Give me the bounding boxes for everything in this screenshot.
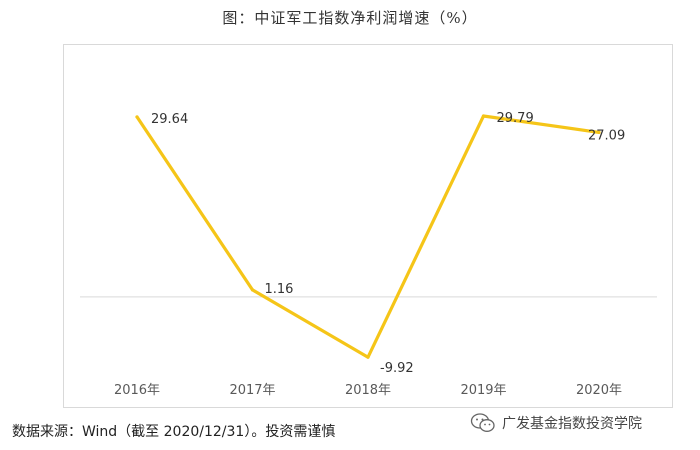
- chart-title: 图：中证军工指数净利润增速（%）: [222, 9, 478, 27]
- data-point: [135, 115, 139, 119]
- data-point: [366, 355, 370, 359]
- watermark: 广发基金指数投资学院: [470, 411, 642, 435]
- x-tick-label: 2017年: [229, 383, 275, 398]
- data-label: 29.64: [151, 112, 188, 127]
- data-label: 27.09: [588, 128, 625, 143]
- x-tick-label: 2018年: [345, 383, 391, 398]
- data-point: [250, 288, 255, 292]
- data-label: 29.79: [497, 111, 534, 126]
- data-label: -9.92: [380, 361, 414, 376]
- watermark-text: 广发基金指数投资学院: [502, 416, 642, 432]
- x-tick-label: 2016年: [114, 383, 160, 398]
- data-point: [597, 130, 601, 134]
- wechat-icon: [470, 413, 495, 432]
- chart-frame: [63, 44, 673, 408]
- data-point: [481, 114, 486, 118]
- source-note: 数据来源：Wind（截至 2020/12/31）。投资需谨慎: [12, 424, 336, 440]
- x-tick-label: 2019年: [460, 383, 506, 398]
- x-tick-label: 2020年: [576, 383, 622, 398]
- series-line: [135, 114, 601, 359]
- data-label: 1.16: [265, 282, 294, 297]
